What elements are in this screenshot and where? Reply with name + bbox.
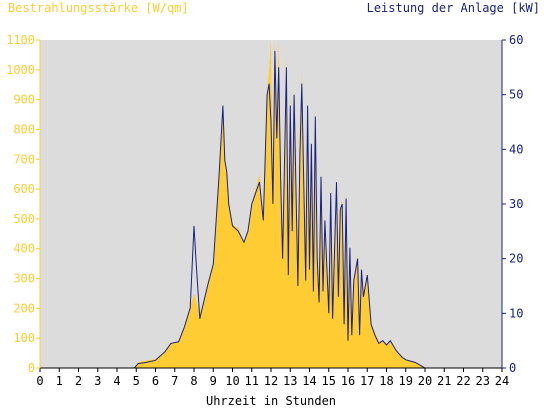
x-tick-label: 0 xyxy=(36,374,43,388)
y-left-tick-label: 800 xyxy=(13,122,35,136)
y-left-tick-label: 200 xyxy=(13,301,35,315)
x-tick-label: 20 xyxy=(418,374,432,388)
x-tick-label: 1 xyxy=(56,374,63,388)
y-left-tick-label: 1100 xyxy=(6,33,35,47)
x-tick-label: 19 xyxy=(399,374,413,388)
y-right-tick-label: 10 xyxy=(509,306,523,320)
axis-layer: 0 1 2 3 4 5 6 7 8 9 10 11 12 13 14 15 16 17 18 19 20 21 22 23 24… xyxy=(6,33,523,388)
x-tick-label: 10 xyxy=(225,374,239,388)
y-left-tick-label: 1000 xyxy=(6,63,35,77)
y-left-tick-label: 0 xyxy=(28,361,35,375)
x-tick-label: 21 xyxy=(437,374,451,388)
y-left-tick-label: 600 xyxy=(13,182,35,196)
x-axis-label: Uhrzeit in Stunden xyxy=(206,394,336,408)
x-tick-label: 18 xyxy=(379,374,393,388)
y-right-tick-label: 60 xyxy=(509,33,523,47)
y-left-tick-label: 700 xyxy=(13,152,35,166)
x-tick-label: 15 xyxy=(322,374,336,388)
x-tick-label: 17 xyxy=(360,374,374,388)
y-right-tick-label: 30 xyxy=(509,197,523,211)
y-left-tick-label: 500 xyxy=(13,212,35,226)
y-left-tick-label: 300 xyxy=(13,272,35,286)
x-tick-label: 7 xyxy=(171,374,178,388)
x-tick-label: 2 xyxy=(75,374,82,388)
y-left-tick-label: 400 xyxy=(13,242,35,256)
x-tick-label: 8 xyxy=(190,374,197,388)
x-tick-label: 4 xyxy=(113,374,120,388)
y-right-tick-label: 0 xyxy=(509,361,516,375)
irradiance-area xyxy=(40,40,502,368)
x-tick-label: 14 xyxy=(302,374,316,388)
x-tick-label: 16 xyxy=(341,374,355,388)
y-right-tick-label: 20 xyxy=(509,252,523,266)
y-right-tick-label: 50 xyxy=(509,88,523,102)
x-tick-label: 5 xyxy=(133,374,140,388)
x-tick-label: 13 xyxy=(283,374,297,388)
x-tick-label: 23 xyxy=(476,374,490,388)
x-tick-label: 24 xyxy=(495,374,509,388)
y-left-tick-label: 900 xyxy=(13,93,35,107)
x-tick-label: 6 xyxy=(152,374,159,388)
plot-layer xyxy=(40,40,502,369)
x-tick-label: 11 xyxy=(245,374,259,388)
x-tick-label: 22 xyxy=(456,374,470,388)
title-right: Leistung der Anlage [kW] xyxy=(367,1,540,15)
x-tick-label: 3 xyxy=(94,374,101,388)
title-left: Bestrahlungsstärke [W/qm] xyxy=(8,1,189,15)
x-tick-label: 12 xyxy=(264,374,278,388)
power-line xyxy=(40,50,502,369)
y-right-tick-label: 40 xyxy=(509,142,523,156)
y-left-tick-label: 100 xyxy=(13,331,35,345)
x-tick-label: 9 xyxy=(210,374,217,388)
